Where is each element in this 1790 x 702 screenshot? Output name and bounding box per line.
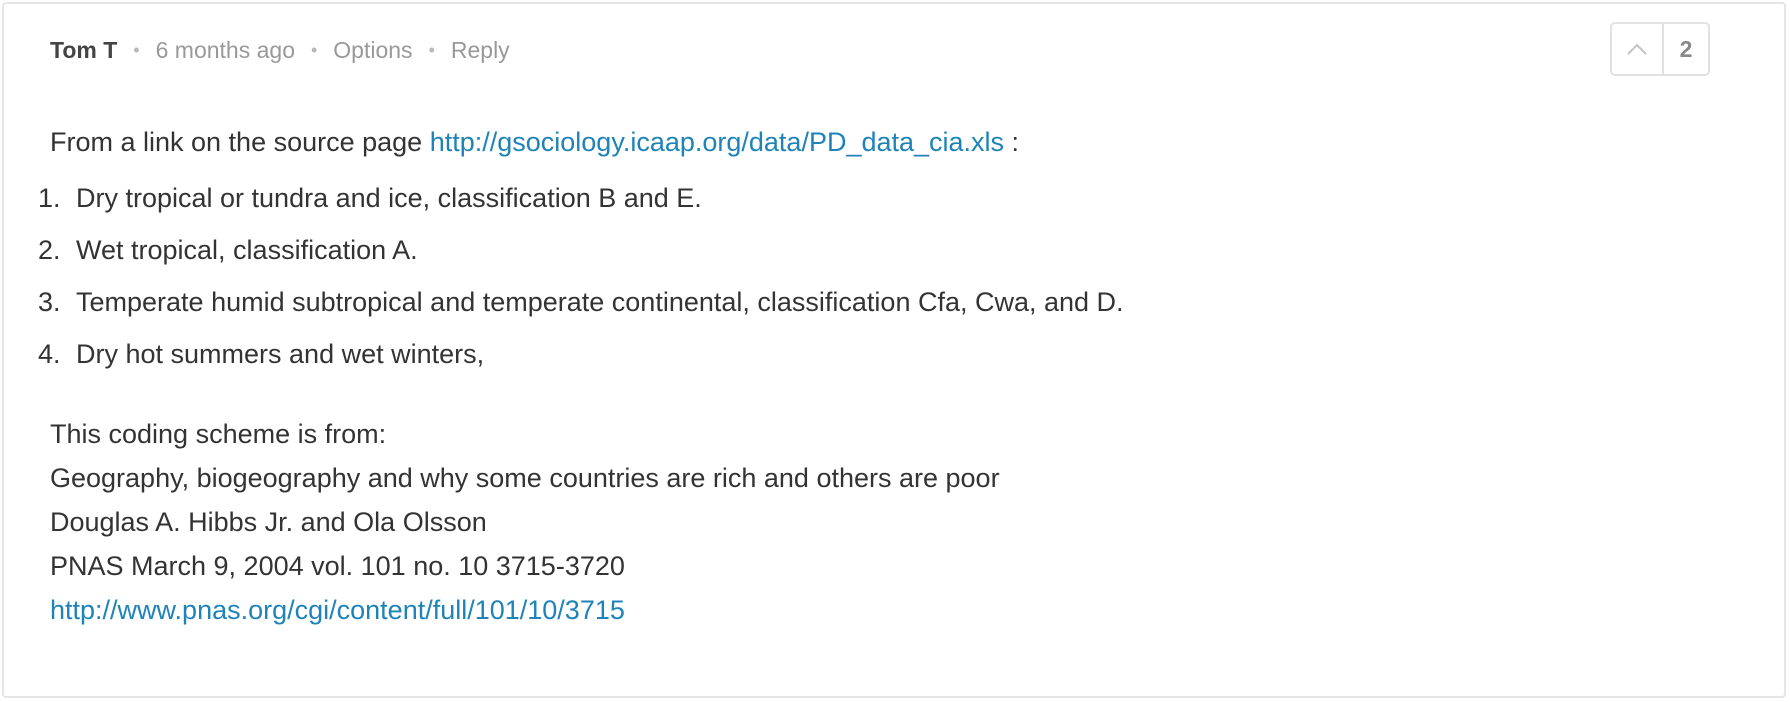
- reference-line: Douglas A. Hibbs Jr. and Ola Olsson: [50, 507, 487, 537]
- list-item: 3. Temperate humid subtropical and tempe…: [38, 284, 1710, 336]
- reference-block: This coding scheme is from: Geography, b…: [50, 412, 1710, 632]
- comment-body: From a link on the source page http://gs…: [38, 124, 1710, 632]
- reference-line: Geography, biogeography and why some cou…: [50, 463, 1000, 493]
- list-item-number: 3.: [38, 287, 61, 317]
- climate-list: 1. Dry tropical or tundra and ice, class…: [38, 180, 1710, 388]
- vote-count: 2: [1679, 35, 1693, 62]
- upvote-button[interactable]: [1612, 24, 1664, 74]
- comment-timestamp[interactable]: 6 months ago: [155, 36, 295, 63]
- list-item: 4. Dry hot summers and wet winters,: [38, 336, 1710, 388]
- intro-text: From a link on the source page: [50, 127, 430, 157]
- chevron-up-icon: [1627, 43, 1647, 55]
- reply-link[interactable]: Reply: [450, 36, 510, 63]
- list-item-text: Dry hot summers and wet winters,: [76, 339, 485, 369]
- author-name[interactable]: Tom T: [50, 36, 118, 63]
- intro-suffix: :: [1004, 127, 1020, 157]
- list-item-number: 4.: [38, 339, 61, 369]
- list-item-text: Temperate humid subtropical and temperat…: [76, 287, 1124, 317]
- reference-line: PNAS March 9, 2004 vol. 101 no. 10 3715-…: [50, 551, 625, 581]
- reference-line: This coding scheme is from:: [50, 419, 387, 449]
- list-item: 2. Wet tropical, classification A.: [38, 232, 1710, 284]
- pnas-link[interactable]: http://www.pnas.org/cgi/content/full/101…: [50, 595, 625, 625]
- list-item-number: 2.: [38, 235, 61, 265]
- list-item-text: Wet tropical, classification A.: [76, 235, 418, 265]
- meta-separator: •: [428, 39, 435, 60]
- vote-widget: 2: [1610, 22, 1710, 76]
- list-item-number: 1.: [38, 183, 61, 213]
- comment-meta: Tom T • 6 months ago • Options • Reply: [50, 34, 510, 66]
- meta-separator: •: [133, 39, 140, 60]
- list-item-text: Dry tropical or tundra and ice, classifi…: [76, 183, 702, 213]
- meta-separator: •: [310, 39, 318, 60]
- intro-paragraph: From a link on the source page http://gs…: [50, 124, 1710, 160]
- list-item: 1. Dry tropical or tundra and ice, class…: [38, 180, 1710, 232]
- source-link[interactable]: http://gsociology.icaap.org/data/PD_data…: [429, 127, 1005, 157]
- options-link[interactable]: Options: [333, 36, 413, 63]
